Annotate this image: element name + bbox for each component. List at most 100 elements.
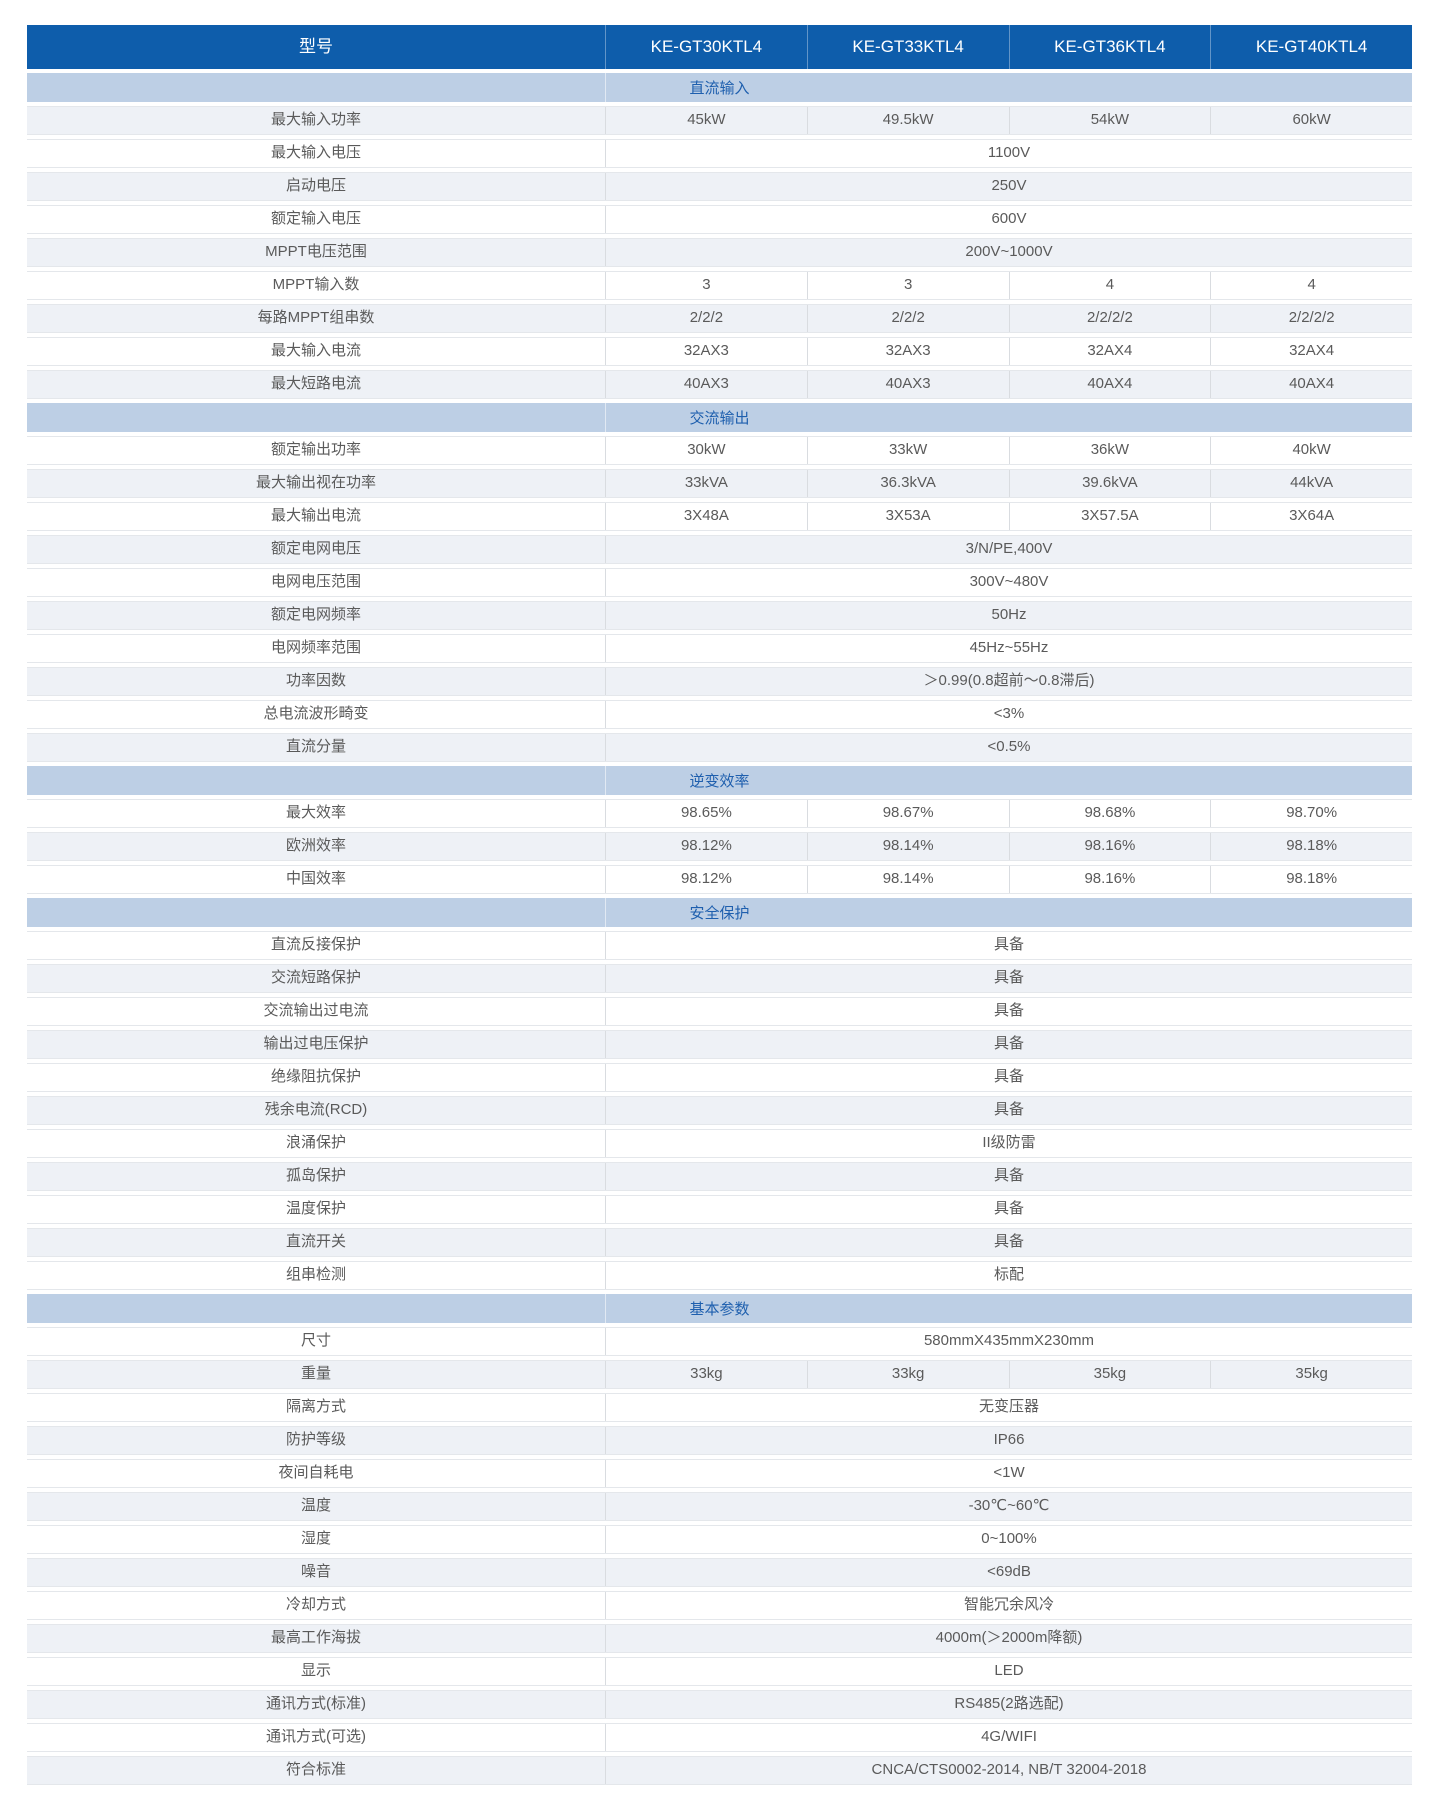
row-value: LED <box>605 1658 1412 1685</box>
table-row: 冷却方式 智能冗余风冷 <box>27 1591 1412 1620</box>
row-label: 隔离方式 <box>285 1398 346 1416</box>
row-value: 具备 <box>605 1031 1412 1058</box>
row-value: 36kW <box>1008 437 1211 464</box>
section-title: 安全保护 <box>689 905 750 922</box>
row-value: 2/2/2 <box>806 305 1009 332</box>
row-value: 2/2/2 <box>605 305 807 332</box>
row-value: 32AX4 <box>1210 338 1412 365</box>
row-label: 符合标准 <box>285 1761 346 1779</box>
row-value: 3X64A <box>1210 503 1412 530</box>
table-row: 额定输入电压 600V <box>27 205 1412 234</box>
column-divider <box>605 1294 606 1323</box>
row-label: 尺寸 <box>300 1332 331 1350</box>
row-value: 2/2/2/2 <box>1008 305 1211 332</box>
section-header: 直流输入 <box>27 73 1412 102</box>
row-value: 40AX4 <box>1210 371 1412 398</box>
table-row: 直流反接保护 具备 <box>27 931 1412 960</box>
table-header-row: 型号 KE-GT30KTL4 KE-GT33KTL4 KE-GT36KTL4 KE-GT… <box>27 25 1412 69</box>
row-value: 33kVA <box>605 470 807 497</box>
table-row: 重量 33kg 33kg 35kg 35kg <box>27 1360 1412 1389</box>
row-label: 夜间自耗电 <box>278 1464 354 1482</box>
row-label: 额定输出功率 <box>270 441 361 459</box>
row-label: 最大输入功率 <box>270 111 361 129</box>
table-row: 交流输出过电流 具备 <box>27 997 1412 1026</box>
row-value: 3X53A <box>806 503 1009 530</box>
table-row: 直流分量 <0.5% <box>27 733 1412 762</box>
row-label: 浪涌保护 <box>285 1134 346 1152</box>
table-row: 绝缘阻抗保护 具备 <box>27 1063 1412 1092</box>
row-value: 智能冗余风冷 <box>605 1592 1412 1619</box>
model-header-1: KE-GT30KTL4 <box>605 25 807 69</box>
table-row: 夜间自耗电 <1W <box>27 1459 1412 1488</box>
table-row: 欧洲效率 98.12% 98.14% 98.16% 98.18% <box>27 832 1412 861</box>
row-label: 组串检测 <box>285 1266 346 1284</box>
spec-table: 型号 KE-GT30KTL4 KE-GT33KTL4 KE-GT36KTL4 KE-GT… <box>27 25 1412 1785</box>
row-value: 3 <box>806 272 1009 299</box>
row-value: 45Hz~55Hz <box>605 635 1412 662</box>
row-value: 54kW <box>1008 107 1211 134</box>
row-value: 40AX3 <box>605 371 807 398</box>
row-value: 3/N/PE,400V <box>605 536 1412 563</box>
row-value: 具备 <box>605 1163 1412 1190</box>
table-row: 防护等级 IP66 <box>27 1426 1412 1455</box>
row-value: 30kW <box>605 437 807 464</box>
table-row: 最大短路电流 40AX3 40AX3 40AX4 40AX4 <box>27 370 1412 399</box>
row-value: 200V~1000V <box>605 239 1412 266</box>
row-value: 98.16% <box>1008 833 1211 860</box>
row-label: 最大输出视在功率 <box>255 474 376 492</box>
row-value: <69dB <box>605 1559 1412 1586</box>
model-header-2: KE-GT33KTL4 <box>806 25 1009 69</box>
row-value: 具备 <box>605 1229 1412 1256</box>
table-row: MPPT输入数 3 3 4 4 <box>27 271 1412 300</box>
table-row: 尺寸 580mmX435mmX230mm <box>27 1327 1412 1356</box>
row-value: 无变压器 <box>605 1394 1412 1421</box>
row-value: 250V <box>605 173 1412 200</box>
table-row: 最大输入功率 45kW 49.5kW 54kW 60kW <box>27 106 1412 135</box>
table-row: 符合标准 CNCA/CTS0002-2014, NB/T 32004-2018 <box>27 1756 1412 1785</box>
row-label: 启动电压 <box>285 177 346 195</box>
table-row: 最大输入电压 1100V <box>27 139 1412 168</box>
table-row: 孤岛保护 具备 <box>27 1162 1412 1191</box>
model-column-title: 型号 <box>299 36 333 56</box>
row-value: 33kg <box>806 1361 1009 1388</box>
table-row: 温度 -30℃~60℃ <box>27 1492 1412 1521</box>
section-header: 基本参数 <box>27 1294 1412 1323</box>
row-value: 具备 <box>605 965 1412 992</box>
row-label: 温度保护 <box>285 1200 346 1218</box>
row-value: 35kg <box>1008 1361 1211 1388</box>
row-value: 40AX3 <box>806 371 1009 398</box>
row-label: 温度 <box>300 1497 331 1515</box>
row-value: 580mmX435mmX230mm <box>605 1328 1412 1355</box>
row-value: 具备 <box>605 1196 1412 1223</box>
row-label: MPPT电压范围 <box>265 243 367 261</box>
table-row: 直流开关 具备 <box>27 1228 1412 1257</box>
row-value: 98.70% <box>1210 800 1412 827</box>
section-header: 逆变效率 <box>27 766 1412 795</box>
row-value: 40AX4 <box>1008 371 1211 398</box>
table-row: 显示 LED <box>27 1657 1412 1686</box>
table-row: 噪音 <69dB <box>27 1558 1412 1587</box>
table-row: 通讯方式(可选) 4G/WIFI <box>27 1723 1412 1752</box>
row-value: 98.67% <box>806 800 1009 827</box>
table-row: 最高工作海拔 4000m(＞2000m降额) <box>27 1624 1412 1653</box>
row-value: 98.12% <box>605 833 807 860</box>
row-label: 孤岛保护 <box>285 1167 346 1185</box>
row-value: 39.6kVA <box>1008 470 1211 497</box>
row-label: 中国效率 <box>285 870 346 888</box>
row-label: 直流开关 <box>285 1233 346 1251</box>
table-row: 浪涌保护 II级防雷 <box>27 1129 1412 1158</box>
row-value: 98.16% <box>1008 866 1211 893</box>
table-row: 最大输入电流 32AX3 32AX3 32AX4 32AX4 <box>27 337 1412 366</box>
row-value: 4 <box>1210 272 1412 299</box>
row-value: 32AX3 <box>806 338 1009 365</box>
row-value: 具备 <box>605 1064 1412 1091</box>
row-label: 最大输入电压 <box>270 144 361 162</box>
row-value: <3% <box>605 701 1412 728</box>
section-title: 基本参数 <box>689 1301 750 1318</box>
row-label: 每路MPPT组串数 <box>257 309 375 327</box>
row-label: 最大输出电流 <box>270 507 361 525</box>
row-value: 3X48A <box>605 503 807 530</box>
column-divider <box>605 73 606 102</box>
table-row: 通讯方式(标准) RS485(2路选配) <box>27 1690 1412 1719</box>
row-value: 4G/WIFI <box>605 1724 1412 1751</box>
